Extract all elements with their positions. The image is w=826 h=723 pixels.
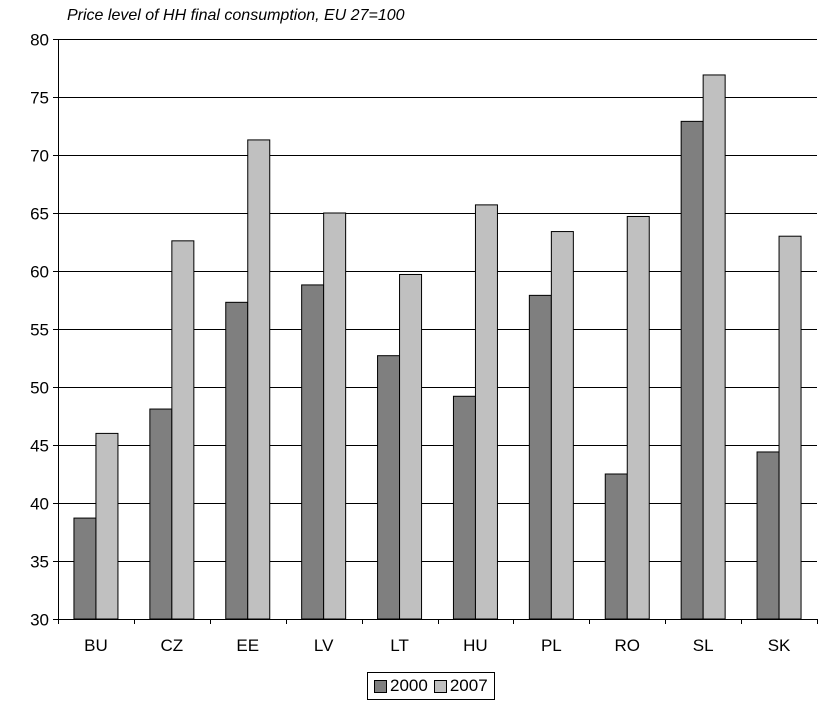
x-tick-label: PL bbox=[541, 636, 562, 655]
y-tick-label: 50 bbox=[30, 379, 49, 398]
legend-label-2007: 2007 bbox=[450, 676, 488, 696]
bar-2000-LT bbox=[378, 356, 400, 619]
x-tick-label: CZ bbox=[161, 636, 184, 655]
bar-2000-SL bbox=[681, 121, 703, 619]
y-tick-label: 80 bbox=[30, 31, 49, 50]
y-tick-label: 75 bbox=[30, 89, 49, 108]
bar-2000-RO bbox=[605, 474, 627, 619]
bar-2000-EE bbox=[226, 302, 248, 619]
x-tick-label: BU bbox=[84, 636, 108, 655]
legend-label-2000: 2000 bbox=[390, 676, 428, 696]
y-tick-label: 55 bbox=[30, 321, 49, 340]
y-axis-ticks: 30 35 40 45 50 55 60 65 70 75 80 bbox=[30, 31, 58, 630]
bar-2007-SK bbox=[779, 236, 801, 619]
bar-2007-EE bbox=[248, 140, 270, 619]
x-tick-label: LV bbox=[314, 636, 334, 655]
bar-2007-LT bbox=[400, 274, 422, 619]
y-tick-label: 30 bbox=[30, 611, 49, 630]
bar-2007-SL bbox=[703, 75, 725, 619]
legend-item-2000: 2000 bbox=[374, 676, 428, 696]
x-tick-label: HU bbox=[463, 636, 488, 655]
legend-item-2007: 2007 bbox=[434, 676, 488, 696]
y-tick-label: 70 bbox=[30, 147, 49, 166]
bar-2007-BU bbox=[96, 433, 118, 619]
x-axis-ticks: BU CZ EE LV LT HU PL RO SL SK bbox=[59, 619, 818, 655]
legend: 2000 2007 bbox=[367, 672, 495, 700]
y-tick-label: 45 bbox=[30, 437, 49, 456]
bar-2007-HU bbox=[475, 205, 497, 619]
bar-2000-PL bbox=[529, 295, 551, 619]
bar-2000-SK bbox=[757, 452, 779, 619]
x-tick-label: SL bbox=[693, 636, 714, 655]
bar-2007-PL bbox=[551, 232, 573, 619]
y-tick-label: 35 bbox=[30, 553, 49, 572]
bar-2000-BU bbox=[74, 518, 96, 619]
bar-2000-CZ bbox=[150, 409, 172, 619]
legend-swatch-2000 bbox=[374, 680, 387, 693]
x-tick-label: EE bbox=[236, 636, 259, 655]
bar-2007-RO bbox=[627, 216, 649, 619]
bar-2007-LV bbox=[324, 213, 346, 619]
x-tick-label: SK bbox=[768, 636, 791, 655]
legend-swatch-2007 bbox=[434, 680, 447, 693]
x-tick-label: LT bbox=[390, 636, 409, 655]
bars bbox=[74, 75, 801, 619]
bar-2000-LV bbox=[302, 285, 324, 619]
y-tick-label: 40 bbox=[30, 495, 49, 514]
x-tick-label: RO bbox=[615, 636, 641, 655]
y-tick-label: 65 bbox=[30, 205, 49, 224]
bar-2007-CZ bbox=[172, 241, 194, 619]
y-tick-label: 60 bbox=[30, 263, 49, 282]
bar-2000-HU bbox=[453, 396, 475, 619]
